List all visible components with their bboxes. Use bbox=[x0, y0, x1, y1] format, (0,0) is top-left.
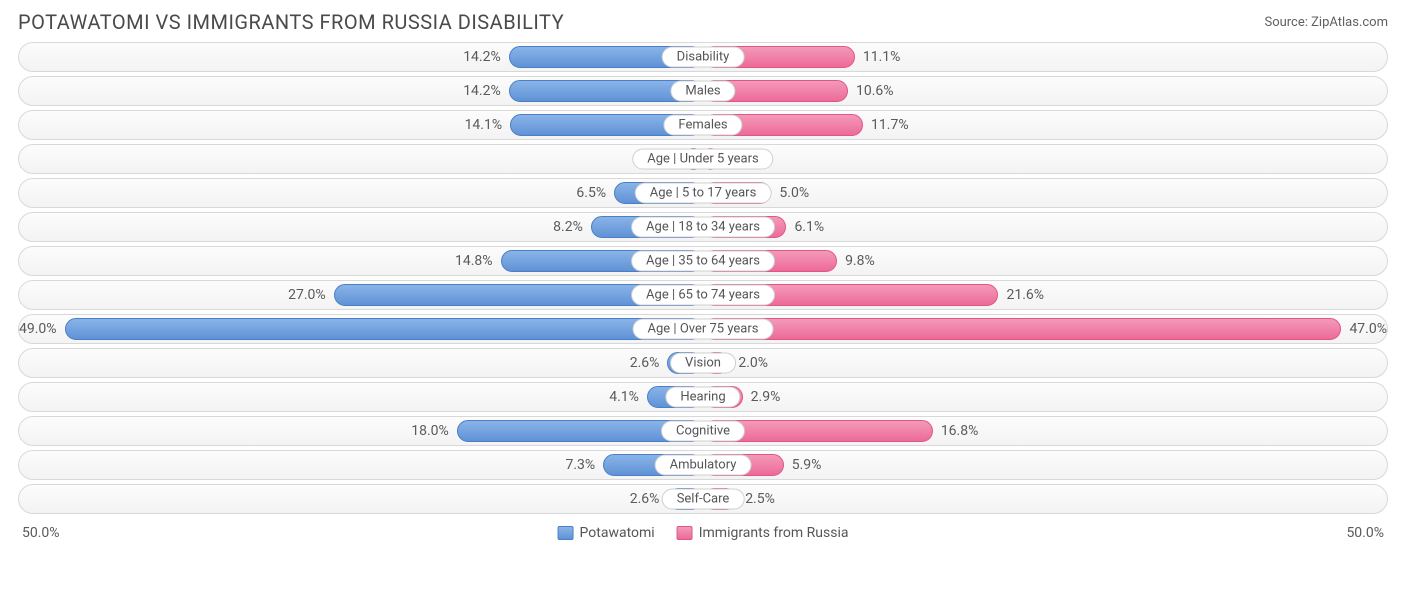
value-label-right: 2.9% bbox=[751, 389, 781, 405]
bar-left bbox=[65, 318, 703, 340]
swatch-blue-icon bbox=[558, 526, 574, 540]
value-label-left: 14.2% bbox=[463, 49, 501, 65]
value-label-right: 5.9% bbox=[792, 457, 822, 473]
category-label: Age | 5 to 17 years bbox=[635, 183, 772, 204]
value-label-left: 27.0% bbox=[288, 287, 326, 303]
value-label-right: 9.8% bbox=[845, 253, 875, 269]
value-label-right: 11.7% bbox=[871, 117, 909, 133]
value-label-left: 2.6% bbox=[630, 355, 660, 371]
category-label: Females bbox=[663, 115, 742, 136]
legend: Potawatomi Immigrants from Russia bbox=[558, 525, 849, 541]
category-label: Males bbox=[670, 81, 735, 102]
chart-row: 8.2% 6.1% Age | 18 to 34 years bbox=[18, 212, 1388, 242]
legend-left-label: Potawatomi bbox=[580, 525, 655, 541]
value-label-left: 6.5% bbox=[576, 185, 606, 201]
source-label: Source: ZipAtlas.com bbox=[1264, 15, 1388, 30]
value-label-left: 18.0% bbox=[411, 423, 449, 439]
value-label-left: 14.1% bbox=[465, 117, 503, 133]
chart-row: 14.1% 11.7% Females bbox=[18, 110, 1388, 140]
chart-row: 7.3% 5.9% Ambulatory bbox=[18, 450, 1388, 480]
value-label-right: 6.1% bbox=[794, 219, 824, 235]
chart-row: 18.0% 16.8% Cognitive bbox=[18, 416, 1388, 446]
category-label: Hearing bbox=[665, 387, 740, 408]
category-label: Age | 18 to 34 years bbox=[631, 217, 775, 238]
chart-row: 4.1% 2.9% Hearing bbox=[18, 382, 1388, 412]
value-label-right: 47.0% bbox=[1349, 321, 1387, 337]
chart-row: 27.0% 21.6% Age | 65 to 74 years bbox=[18, 280, 1388, 310]
category-label: Self-Care bbox=[662, 489, 745, 510]
category-label: Ambulatory bbox=[655, 455, 752, 476]
axis-max-left: 50.0% bbox=[22, 525, 60, 541]
category-label: Age | Over 75 years bbox=[633, 319, 774, 340]
chart-row: 14.2% 11.1% Disability bbox=[18, 42, 1388, 72]
footer: 50.0% Potawatomi Immigrants from Russia … bbox=[0, 518, 1406, 544]
value-label-left: 14.2% bbox=[463, 83, 501, 99]
header: POTAWATOMI VS IMMIGRANTS FROM RUSSIA DIS… bbox=[0, 0, 1406, 42]
chart-row: 2.6% 2.5%Self-Care bbox=[18, 484, 1388, 514]
value-label-right: 10.6% bbox=[856, 83, 894, 99]
legend-item-right: Immigrants from Russia bbox=[677, 525, 849, 541]
chart-row: 14.2% 10.6% Males bbox=[18, 76, 1388, 106]
chart-row: 6.5% 5.0% Age | 5 to 17 years bbox=[18, 178, 1388, 208]
value-label-right: 21.6% bbox=[1006, 287, 1044, 303]
bar-right bbox=[703, 318, 1341, 340]
value-label-left: 49.0% bbox=[19, 321, 57, 337]
value-label-right: 2.0% bbox=[738, 355, 768, 371]
category-label: Cognitive bbox=[661, 421, 745, 442]
value-label-left: 14.8% bbox=[455, 253, 493, 269]
legend-right-label: Immigrants from Russia bbox=[699, 525, 849, 541]
chart-row: 49.0% 47.0% Age | Over 75 years bbox=[18, 314, 1388, 344]
value-label-right: 16.8% bbox=[941, 423, 979, 439]
value-label-right: 2.5% bbox=[745, 491, 775, 507]
category-label: Age | 35 to 64 years bbox=[631, 251, 775, 272]
category-label: Age | 65 to 74 years bbox=[631, 285, 775, 306]
value-label-left: 4.1% bbox=[609, 389, 639, 405]
value-label-left: 2.6% bbox=[630, 491, 660, 507]
chart-row: 14.8% 9.8% Age | 35 to 64 years bbox=[18, 246, 1388, 276]
chart-area: 14.2% 11.1% Disability 14.2% 10.6% Males 14.1%… bbox=[0, 42, 1406, 514]
value-label-right: 5.0% bbox=[779, 185, 809, 201]
axis-max-right: 50.0% bbox=[1346, 525, 1384, 541]
value-label-right: 11.1% bbox=[863, 49, 901, 65]
chart-row: 2.6% 2.0%Vision bbox=[18, 348, 1388, 378]
category-label: Disability bbox=[662, 47, 745, 68]
legend-item-left: Potawatomi bbox=[558, 525, 655, 541]
category-label: Age | Under 5 years bbox=[632, 149, 773, 170]
category-label: Vision bbox=[670, 353, 736, 374]
value-label-left: 7.3% bbox=[565, 457, 595, 473]
swatch-pink-icon bbox=[677, 526, 693, 540]
chart-title: POTAWATOMI VS IMMIGRANTS FROM RUSSIA DIS… bbox=[18, 10, 564, 34]
chart-row: 1.4%1.1%Age | Under 5 years bbox=[18, 144, 1388, 174]
value-label-left: 8.2% bbox=[553, 219, 583, 235]
